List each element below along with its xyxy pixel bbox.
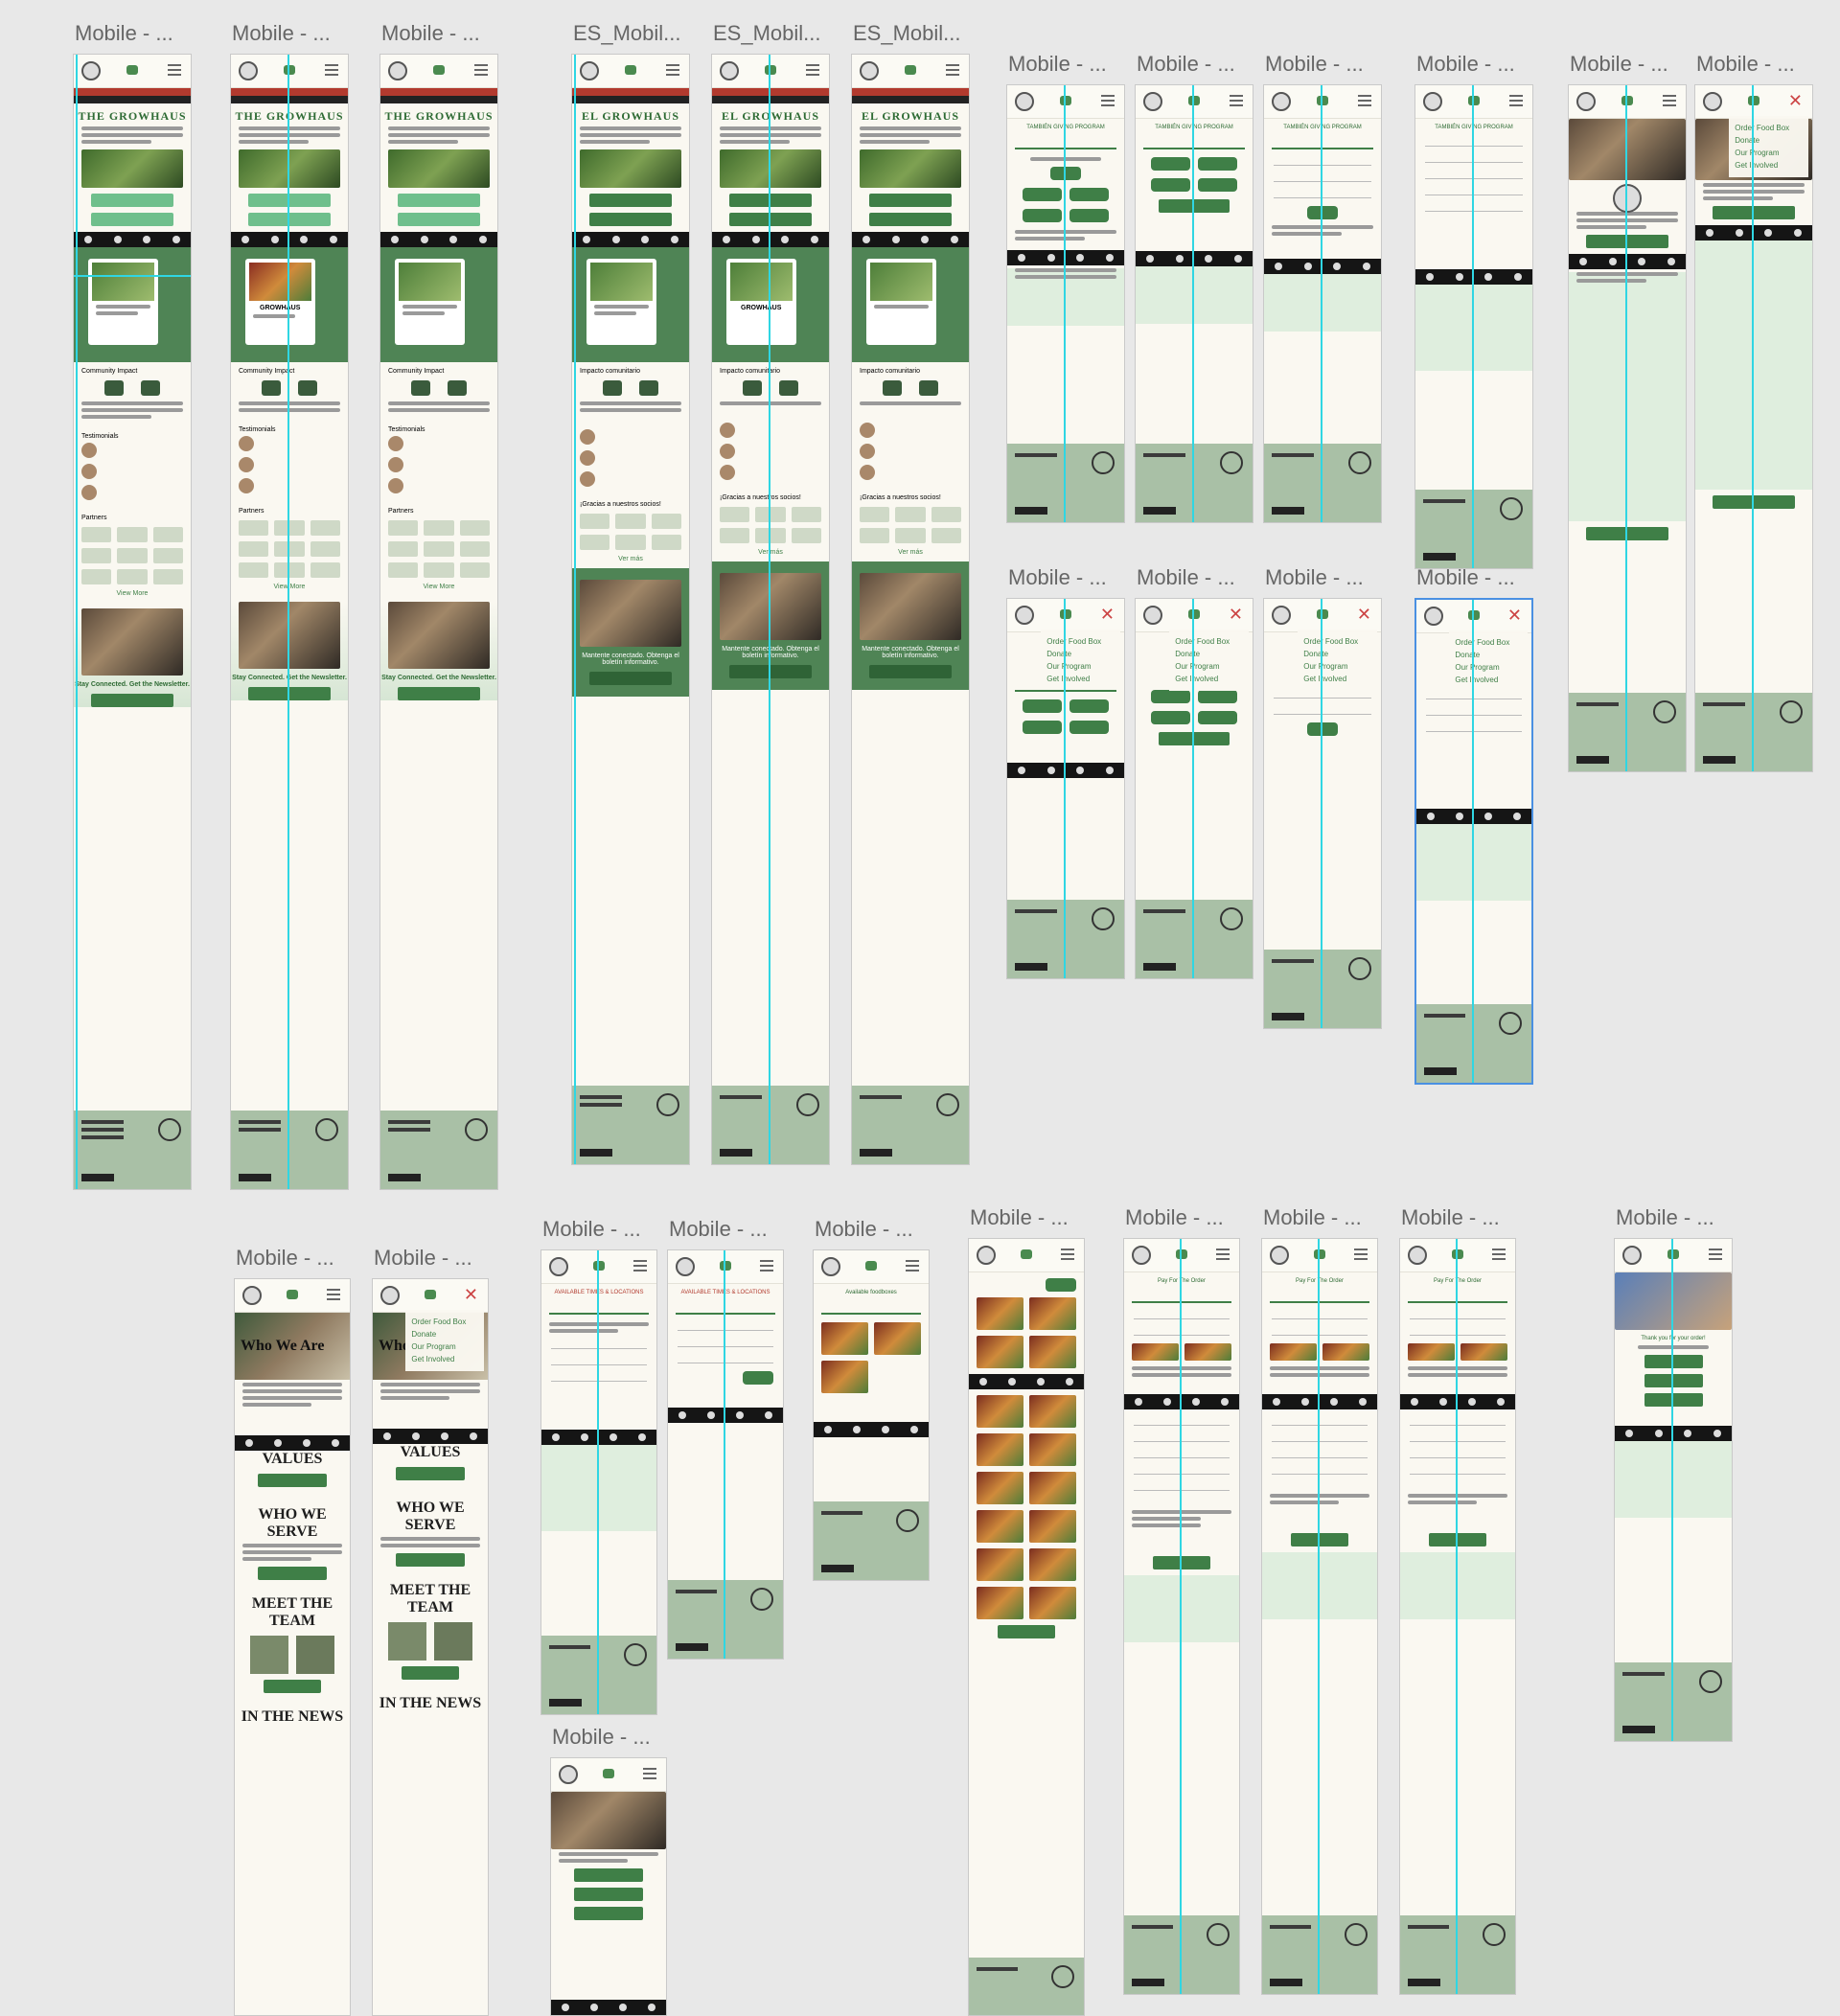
bottom-nav [74,232,191,247]
frame-families-1: Mobile - ... [1568,52,1687,772]
who-title: Who We Are [241,1338,325,1354]
page-title: THE GROWHAUS [78,109,187,123]
newsletter-photo [81,608,183,676]
frame-giving-3: Mobile - ... TAMBIÉN GIVING PROGRAM [1263,52,1382,523]
box-icon [141,380,160,396]
donate-button[interactable] [91,213,173,226]
carousel[interactable] [74,247,191,362]
subscribe-button[interactable] [91,694,173,707]
partners-title: Partners [81,515,107,521]
menu-icon[interactable] [168,64,181,76]
testimonials-title: Testimonials [81,433,119,440]
frame-giving-menu-4: Mobile - ... ✕ Order Food Box Donate Our P… [1414,565,1533,1085]
frame-giving-2: Mobile - ... TAMBIÉN GIVING PROGRAM [1135,52,1254,523]
footer [74,1111,191,1189]
frame-pay-1: Mobile - ... Pay For The Order [1123,1205,1240,1995]
frame-foodboxes: Mobile - ... Available foodboxes [813,1217,930,1581]
purchase-button[interactable] [91,194,173,207]
cart-icon[interactable] [126,65,138,75]
impact-title: Community Impact [81,368,138,375]
frame-order-thanks: Mobile - ... Thank you for your order! [1614,1205,1733,1742]
frame-giving-4: Mobile - ... TAMBIÉN GIVING PROGRAM [1414,52,1533,569]
frame-pay-3: Mobile - ... Pay For The Order [1399,1205,1516,1995]
view-more-link[interactable]: View More [116,590,149,597]
frame-home-en-2: Mobile - ... THE GROWHAUS GROWHAUS Commu… [230,21,349,1190]
frame-thanks-growhaus: Mobile - ... [550,1725,667,2016]
frame-giving-menu-2: Mobile - ... ✕ Order Food Box Donate Our P… [1135,565,1254,979]
frame-home-es-3: ES_Mobil... EL GROWHAUS Impacto comunita… [851,21,970,1165]
frame-home-en-1: Mobile - ... THE GROWHAUS Community Impa… [73,21,192,1190]
frame-giving-menu-1: Mobile - ... ✕ Order Food Box Donate Our P… [1006,565,1125,979]
frame-times-2: Mobile - ... AVAILABLE TIMES & LOCATIONS [667,1217,784,1660]
frame-home-es-1: ES_Mobil... EL GROWHAUS Impacto comunita… [571,21,690,1165]
phone-home: THE GROWHAUS Community Impact Testimonia… [73,54,192,1190]
solidarity-banner [74,96,191,103]
frame-who-2: Mobile - ... ✕ Who Order Food Box Donate O… [372,1246,489,2016]
frame-times-1: Mobile - ... AVAILABLE TIMES & LOCATIONS [540,1217,657,1715]
covid-banner [74,88,191,96]
frame-giving-menu-3: Mobile - ... ✕ Order Food Box Donate Our P… [1263,565,1382,1029]
frame-label: Mobile - ... [75,21,173,45]
hero-photo [81,149,183,188]
header [74,55,191,88]
newsletter-title: Stay Connected. Get the Newsletter. [75,681,190,688]
logo[interactable] [81,61,101,80]
frame-giving-1: Mobile - ... TAMBIÉN GIVING PROGRAM [1006,52,1125,523]
close-icon[interactable]: ✕ [1787,91,1803,110]
frame-pay-2: Mobile - ... Pay For The Order [1261,1205,1378,1995]
frame-families-2: Mobile - ... ✕ Order Food Box Donate Our P… [1694,52,1813,772]
families-icon [104,380,124,396]
frame-produce: Mobile - ... [968,1205,1085,2016]
frame-home-en-3: Mobile - ... THE GROWHAUS Community Impa… [380,21,498,1190]
frame-who-1: Mobile - ... Who We Are VALUES WHO WE SE… [234,1246,351,2016]
frame-home-es-2: ES_Mobil... EL GROWHAUS GROWHAUS Impacto… [711,21,830,1165]
